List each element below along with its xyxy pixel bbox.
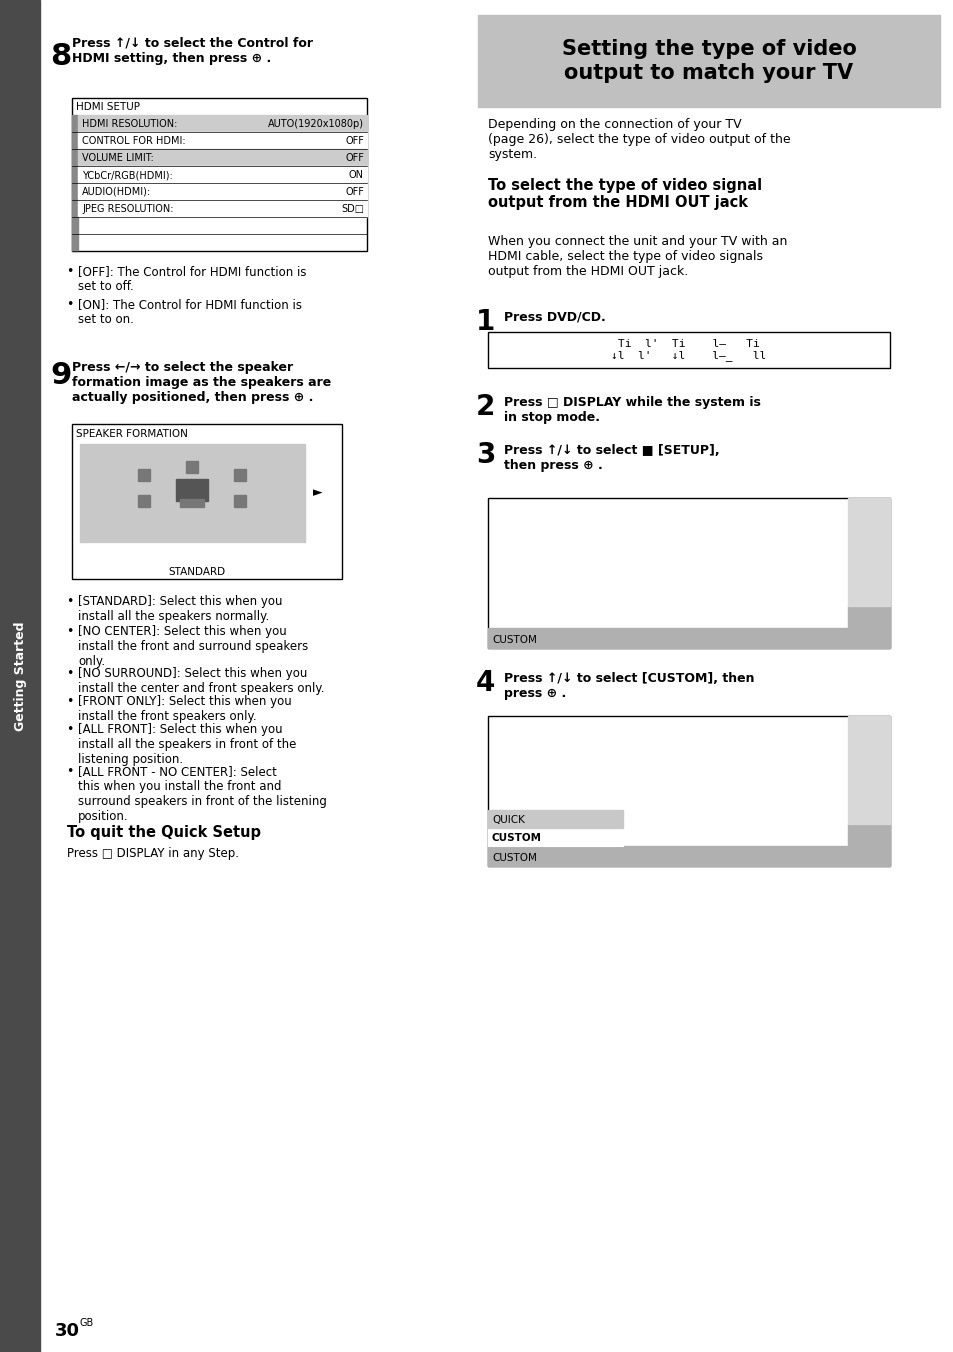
Text: SPEAKER FORMATION: SPEAKER FORMATION [76, 429, 188, 439]
Text: Press □ DISPLAY in any Step.: Press □ DISPLAY in any Step. [67, 846, 239, 860]
Bar [847, 717, 889, 823]
Text: 1: 1 [476, 308, 495, 337]
Text: Depending on the connection of your TV
(page 26), select the type of video outpu: Depending on the connection of your TV (… [488, 118, 790, 161]
Text: •: • [66, 625, 73, 638]
Bar [78, 149, 367, 166]
Text: To quit the Quick Setup: To quit the Quick Setup [67, 825, 261, 840]
Text: 9: 9 [50, 361, 71, 389]
Text: Getting Started: Getting Started [13, 622, 27, 730]
Bar [0, 0, 40, 1352]
Bar [234, 495, 246, 507]
Text: •: • [66, 297, 73, 311]
Bar [71, 234, 78, 251]
Text: CUSTOM: CUSTOM [492, 635, 537, 645]
Bar [71, 149, 78, 166]
Bar [234, 469, 246, 481]
Bar [78, 132, 367, 149]
Bar [488, 827, 622, 846]
Text: Setting the type of video
output to match your TV: Setting the type of video output to matc… [561, 39, 856, 82]
Text: CONTROL FOR HDMI:: CONTROL FOR HDMI: [82, 137, 186, 146]
Text: Press ↑/↓ to select [CUSTOM], then
press ⊕ .: Press ↑/↓ to select [CUSTOM], then press… [503, 672, 754, 700]
Text: Ti  l'  Ti    l–   Ti
↓l  l'   ↓l    l–_   ll: Ti l' Ti l– Ti ↓l l' ↓l l–_ ll [611, 339, 766, 361]
Text: To select the type of video signal
output from the HDMI OUT jack: To select the type of video signal outpu… [488, 178, 761, 211]
Bar [488, 498, 889, 648]
Text: ON: ON [349, 170, 364, 180]
Bar [488, 627, 847, 648]
Text: QUICK: QUICK [492, 815, 524, 825]
Text: Press □ DISPLAY while the system is
in stop mode.: Press □ DISPLAY while the system is in s… [503, 396, 760, 425]
Text: [ALL FRONT - NO CENTER]: Select
this when you install the front and
surround spe: [ALL FRONT - NO CENTER]: Select this whe… [78, 765, 327, 823]
Text: JPEG RESOLUTION:: JPEG RESOLUTION: [82, 204, 173, 214]
Text: [NO CENTER]: Select this when you
install the front and surround speakers
only.: [NO CENTER]: Select this when you instal… [78, 625, 308, 668]
Text: OFF: OFF [345, 153, 364, 164]
Bar [847, 606, 889, 648]
Text: AUTO(1920x1080p): AUTO(1920x1080p) [268, 119, 364, 128]
Bar [180, 499, 204, 507]
Text: •: • [66, 595, 73, 608]
Text: AUDIO(HDMI):: AUDIO(HDMI): [82, 187, 151, 197]
Text: Press DVD/CD.: Press DVD/CD. [503, 311, 605, 324]
Text: [OFF]: The Control for HDMI function is
set to off.: [OFF]: The Control for HDMI function is … [78, 265, 306, 293]
Bar [78, 200, 367, 218]
Text: OFF: OFF [345, 187, 364, 197]
Text: SD□: SD□ [340, 204, 364, 214]
Bar [71, 166, 78, 183]
Bar [80, 443, 305, 542]
Bar [71, 97, 367, 251]
Bar [71, 200, 78, 218]
Text: •: • [66, 765, 73, 777]
Bar [477, 15, 939, 107]
Bar [78, 166, 367, 183]
Bar [488, 810, 622, 827]
Bar [78, 183, 367, 200]
Bar [488, 846, 847, 867]
Text: Press ↑/↓ to select the Control for
HDMI setting, then press ⊕ .: Press ↑/↓ to select the Control for HDMI… [71, 37, 313, 65]
Text: Press ↑/↓ to select ■ [SETUP],
then press ⊕ .: Press ↑/↓ to select ■ [SETUP], then pres… [503, 443, 719, 472]
Bar [488, 717, 889, 867]
Text: 3: 3 [476, 441, 495, 469]
Bar [138, 469, 151, 481]
Bar [71, 218, 78, 234]
Text: GB: GB [80, 1318, 94, 1328]
Bar [186, 461, 198, 473]
Text: 4: 4 [476, 669, 495, 698]
Bar [71, 425, 341, 579]
Bar [71, 132, 78, 149]
Bar [847, 823, 889, 867]
Bar [138, 495, 151, 507]
Text: [ON]: The Control for HDMI function is
set to on.: [ON]: The Control for HDMI function is s… [78, 297, 302, 326]
Text: 8: 8 [50, 42, 71, 72]
Text: When you connect the unit and your TV with an
HDMI cable, select the type of vid: When you connect the unit and your TV wi… [488, 235, 786, 279]
Bar [176, 479, 209, 502]
Text: ►: ► [313, 487, 322, 499]
Bar [71, 183, 78, 200]
Text: [FRONT ONLY]: Select this when you
install the front speakers only.: [FRONT ONLY]: Select this when you insta… [78, 695, 292, 723]
Text: Press ←/→ to select the speaker
formation image as the speakers are
actually pos: Press ←/→ to select the speaker formatio… [71, 361, 331, 404]
Bar [78, 115, 367, 132]
Text: YCbCr/RGB(HDMI):: YCbCr/RGB(HDMI): [82, 170, 172, 180]
Text: •: • [66, 667, 73, 680]
Text: [ALL FRONT]: Select this when you
install all the speakers in front of the
liste: [ALL FRONT]: Select this when you instal… [78, 723, 296, 767]
Text: •: • [66, 265, 73, 279]
Text: 2: 2 [476, 393, 495, 420]
Bar [847, 498, 889, 606]
Text: STANDARD: STANDARD [169, 566, 225, 577]
Text: VOLUME LIMIT:: VOLUME LIMIT: [82, 153, 153, 164]
Text: CUSTOM: CUSTOM [492, 833, 541, 844]
Text: 30: 30 [55, 1322, 80, 1340]
Text: HDMI RESOLUTION:: HDMI RESOLUTION: [82, 119, 177, 128]
Text: [STANDARD]: Select this when you
install all the speakers normally.: [STANDARD]: Select this when you install… [78, 595, 282, 623]
Bar [71, 115, 78, 132]
Text: HDMI SETUP: HDMI SETUP [76, 101, 140, 112]
Text: CUSTOM: CUSTOM [492, 853, 537, 863]
Text: •: • [66, 695, 73, 708]
Text: OFF: OFF [345, 137, 364, 146]
Bar [488, 333, 889, 368]
Text: [NO SURROUND]: Select this when you
install the center and front speakers only.: [NO SURROUND]: Select this when you inst… [78, 667, 324, 695]
Text: •: • [66, 723, 73, 735]
